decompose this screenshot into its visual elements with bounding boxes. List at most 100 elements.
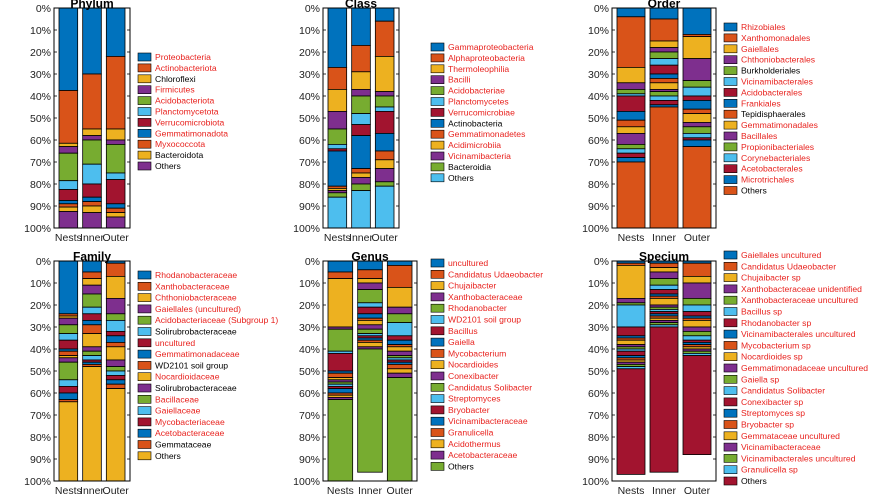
bar-segment-gammaproteobacteria: [374, 7, 395, 22]
legend-swatch-rhodanobacter: [430, 303, 445, 313]
bar-segment-planctomycetota: [105, 172, 126, 180]
legend-swatch-acidimicrobiia: [430, 140, 445, 150]
bar-segment-others: [374, 185, 395, 229]
bar-segment-others: [649, 106, 679, 229]
y-tick-label: 30%: [299, 69, 320, 81]
bar-segment-proteobacteria: [58, 7, 79, 91]
bar-segment-vicinamibacteraceae: [327, 388, 354, 394]
legend-label-gemmatimonadota: Gemmatimonadota: [155, 128, 228, 138]
legend-swatch-tepidisphaerales: [723, 109, 738, 119]
legend-label-vicinamibacterales-uncultured: Vicinamibacterales uncultured: [741, 453, 856, 463]
bar-segment-alphaproteobacteria: [351, 45, 371, 73]
bar-segment-nocardioidaceae: [82, 333, 102, 348]
y-tick-label: 70%: [299, 410, 320, 422]
bar-segment-nocardioides: [357, 319, 383, 326]
legend-label-bryobacter: Bryobacter: [448, 405, 490, 415]
bar-segment-gemmatimonadetes: [374, 150, 395, 161]
bar-segment-acidobacteriaceae-subgroup-1: [82, 293, 102, 308]
bar-segment-gemmatimonadales: [616, 126, 646, 134]
bar-segment-acetobacteraceae: [105, 379, 126, 385]
legend-swatch-others: [137, 451, 152, 461]
bar-stack-inner: [357, 260, 383, 473]
bar-segment-chthoniobacterales: [649, 47, 679, 53]
legend-label-others: Others: [155, 451, 181, 461]
legend-label-rhodanobacteraceae: Rhodanobacteraceae: [155, 270, 237, 280]
bar-segment-nocardioides: [386, 346, 413, 352]
bar-segment-wd2101-soil-group: [357, 302, 383, 308]
bar-segment-gaiellales-uncultured: [58, 317, 79, 326]
bar-segment-actinobacteria: [351, 135, 371, 170]
bar-segment-acetobacteraceae: [386, 372, 413, 379]
x-tick-label-inner: Inner: [349, 232, 373, 244]
bar-segment-gaiellales-uncultured: [105, 297, 126, 315]
legend-label-gemmatimonadetes: Gemmatimonadetes: [448, 129, 525, 139]
y-tick-label: 30%: [30, 69, 51, 81]
legend-label-conexibacter-sp: Conexibacter sp: [741, 397, 803, 407]
bar-segment-xanthobacteraceae-unidentified: [649, 271, 679, 279]
bar-segment-acidobacteriota: [82, 139, 102, 165]
legend-swatch-nocardioides: [430, 360, 445, 370]
legend-swatch-vicinamibacteria: [430, 151, 445, 161]
bar-segment-burkholderiales: [682, 80, 712, 88]
bar-segment-verrucomicrobiae: [351, 124, 371, 136]
bar-segment-bacteroidota: [58, 206, 79, 212]
bar-segment-others: [105, 216, 126, 229]
bar-segment-actinobacteria: [327, 150, 348, 187]
y-tick-label: 70%: [299, 157, 320, 169]
legend-label-chthoniobacteraceae: Chthoniobacteraceae: [155, 293, 237, 303]
legend-swatch-vicinamibacterales-uncultured: [723, 454, 738, 463]
legend-label-propionibacteriales: Propionibacteriales: [741, 142, 814, 152]
legend-swatch-acidobacteriaceae-subgroup-1: [137, 315, 152, 325]
x-tick-label-outer: Outer: [684, 232, 711, 244]
legend-label-gaiellales-uncultured: Gaiellales uncultured: [741, 250, 821, 260]
y-tick-label: 40%: [30, 344, 51, 356]
bar-segment-gaiellales: [682, 36, 712, 59]
legend-label-gaiellaceae: Gaiellaceae: [155, 406, 201, 416]
legend-swatch-wd2101-soil-group: [137, 361, 152, 370]
legend-swatch-bryobacter: [430, 405, 445, 415]
y-tick-label: 90%: [299, 454, 320, 466]
legend-label-xanthobacteraceae: Xanthobacteraceae: [155, 281, 230, 291]
legend-label-acidobacterales: Acidobacterales: [741, 87, 802, 97]
legend-label-vicinamibacteraceae: Vicinamibacteraceae: [741, 442, 821, 452]
bar-segment-gaiella-sp: [682, 330, 712, 337]
legend-swatch-gaiellales-uncultured: [723, 250, 738, 260]
y-tick-label: 60%: [299, 135, 320, 147]
legend-label-myxococcota: Myxococcota: [155, 139, 205, 149]
bar-segment-gammaproteobacteria: [327, 7, 348, 68]
legend: GammaproteobacteriaAlphaproteobacteriaTh…: [430, 42, 534, 183]
bar-segment-tepidisphaerales: [682, 108, 712, 114]
bar-segment-xanthobacteraceae: [357, 282, 383, 290]
legend-label-conexibacter: Conexibacter: [448, 371, 499, 381]
y-tick-label: 50%: [30, 113, 51, 125]
legend-swatch-gemmatimonadaceae-uncultured: [723, 363, 738, 373]
legend-label-streptomyces: Streptomyces: [448, 394, 501, 404]
chart-title: Genus: [351, 250, 389, 264]
bar-segment-chujaibacter-sp: [649, 267, 679, 273]
legend-label-gaiellales: Gaiellales: [741, 44, 779, 54]
bar-stack-inner: [82, 260, 102, 482]
bar-segment-acidimicrobiia: [374, 159, 395, 170]
bar-segment-acetobacterales: [649, 100, 679, 106]
bar-segment-frankiales: [616, 111, 646, 121]
bar-segment-others: [386, 377, 413, 482]
legend-label-rhodanobacter: Rhodanobacter: [448, 303, 507, 313]
bar-segment-bacillus: [386, 335, 413, 341]
chart-order: Nests Inner Outer 0% 10% 20% 30% 40% 50% 60% 70% 80…: [582, 0, 818, 244]
y-tick-label: 100%: [582, 223, 609, 235]
x-tick-label-nests: Nests: [324, 232, 351, 244]
y-tick-label: 90%: [588, 201, 609, 213]
bar-segment-gaiellales: [649, 40, 679, 48]
legend-label-alphaproteobacteria: Alphaproteobacteria: [448, 53, 525, 63]
bar-segment-acidothermus: [357, 341, 383, 348]
bar-segment-corynebacteriales: [649, 95, 679, 101]
chart-genus: Nests Inner Outer 0% 10% 20% 30% 40% 50% 60% 70% 80…: [293, 250, 543, 496]
bar-segment-bacillales: [616, 132, 646, 145]
y-tick-label: 0%: [36, 3, 51, 15]
legend-label-bryobacter-sp: Bryobacter sp: [741, 420, 794, 430]
y-tick-label: 30%: [299, 322, 320, 334]
bar-segment-others: [616, 368, 646, 475]
legend-label-acidobacteriae: Acidobacteriae: [448, 86, 505, 96]
bar-segment-others: [357, 348, 383, 473]
legend-label-acidobacteriota: Acidobacteriota: [155, 96, 214, 106]
